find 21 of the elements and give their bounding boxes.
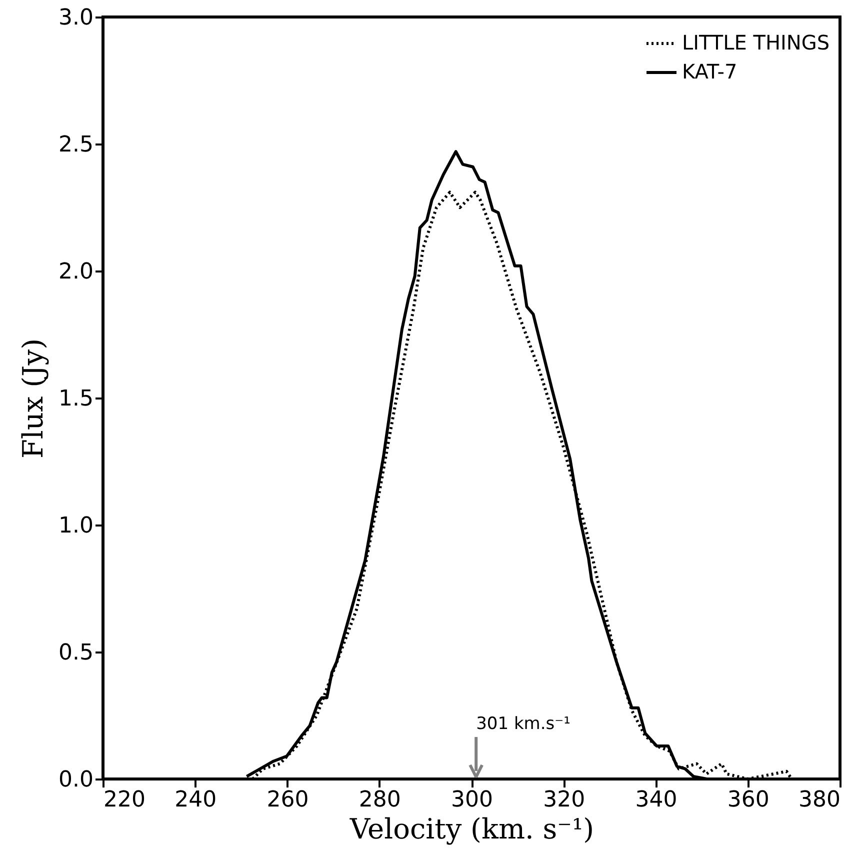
x-tick-label: 380 — [798, 788, 840, 812]
y-axis-title: Flux (Jy) — [16, 338, 50, 458]
legend-label: LITTLE THINGS — [682, 30, 830, 54]
legend-label: KAT-7 — [682, 60, 738, 84]
y-tick-label: 2.5 — [58, 132, 94, 158]
x-tick-label: 260 — [266, 788, 309, 812]
x-tick-label: 340 — [635, 788, 678, 812]
x-tick-label: 320 — [543, 788, 586, 812]
x-tick-label: 280 — [358, 788, 401, 812]
x-tick-label: 220 — [104, 788, 146, 812]
y-tick-label: 3.0 — [58, 6, 94, 30]
x-tick-label: 240 — [174, 788, 217, 812]
y-tick-label: 1.5 — [58, 386, 94, 412]
y-tick-label: 1.0 — [58, 514, 94, 538]
y-tick-label: 2.0 — [58, 260, 94, 284]
x-tick-label: 300 — [451, 788, 493, 812]
x-tick-label: 360 — [727, 788, 770, 812]
x-axis-title: Velocity (km. s⁻¹) — [348, 812, 594, 846]
y-tick-label: 0.5 — [58, 640, 94, 666]
y-tick-label: 0.0 — [58, 768, 94, 792]
ref-line-label: 301 km.s⁻¹ — [476, 714, 570, 734]
